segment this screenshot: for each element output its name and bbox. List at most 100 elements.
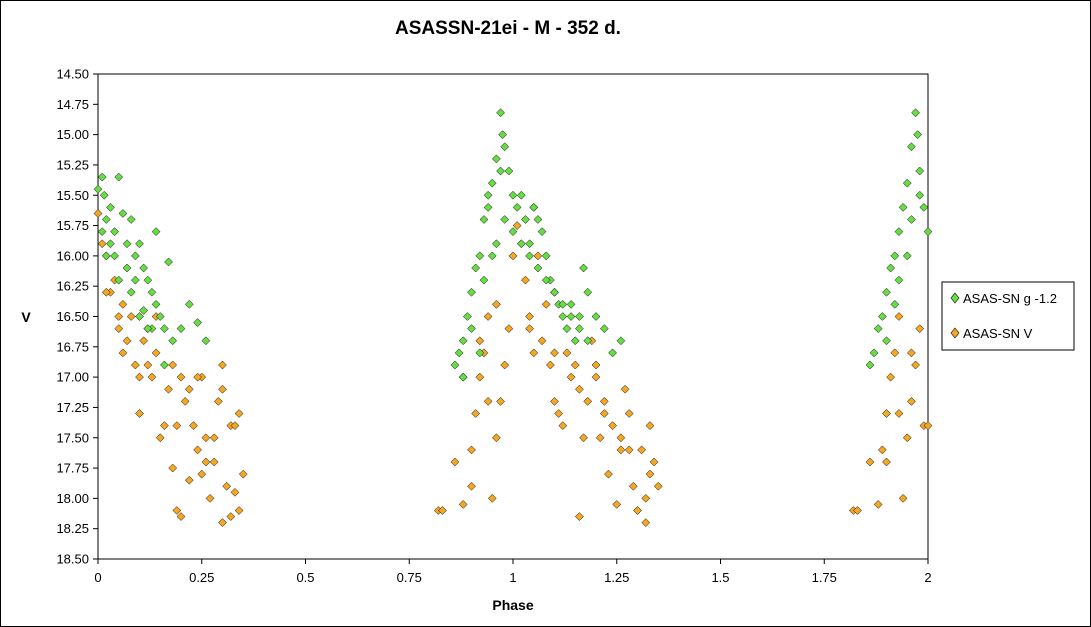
point-asassn-v bbox=[118, 348, 128, 358]
point-asassn-v bbox=[907, 397, 916, 406]
x-tick-label: 0 bbox=[94, 570, 101, 585]
point-asassn-g bbox=[492, 154, 501, 164]
point-asassn-v bbox=[907, 348, 916, 358]
point-asassn-v bbox=[911, 360, 920, 370]
point-asassn-v bbox=[139, 336, 149, 346]
point-asassn-g bbox=[886, 263, 896, 273]
point-asassn-g bbox=[114, 275, 124, 285]
point-asassn-g bbox=[101, 251, 111, 261]
point-asassn-v bbox=[201, 433, 211, 443]
point-asassn-v bbox=[189, 421, 198, 430]
point-asassn-g bbox=[496, 108, 505, 118]
x-tick-label: 0.5 bbox=[296, 570, 314, 585]
point-asassn-v bbox=[550, 348, 559, 358]
y-tick-label: 17.75 bbox=[56, 461, 89, 476]
point-asassn-v bbox=[508, 251, 518, 261]
point-asassn-v bbox=[882, 457, 891, 467]
point-asassn-g bbox=[558, 312, 568, 321]
chart-title: ASASSN-21ei - M - 352 d. bbox=[395, 18, 621, 39]
point-asassn-v bbox=[222, 481, 232, 491]
point-asassn-g bbox=[93, 184, 103, 194]
point-asassn-g bbox=[558, 300, 568, 309]
y-axis-label: V bbox=[21, 309, 31, 325]
point-asassn-v bbox=[135, 409, 144, 418]
point-asassn-v bbox=[624, 409, 634, 418]
point-asassn-v bbox=[537, 336, 547, 346]
y-axis-ticks: 14.50 14.75 15.00 15.25 15.50 15.75 16.00 16.25… bbox=[56, 67, 98, 567]
point-asassn-g bbox=[915, 190, 925, 200]
point-asassn-v bbox=[649, 457, 659, 467]
point-asassn-v bbox=[570, 360, 580, 370]
point-asassn-g bbox=[608, 348, 617, 358]
point-asassn-g bbox=[537, 227, 547, 236]
point-asassn-v bbox=[898, 494, 908, 503]
point-asassn-g bbox=[566, 312, 576, 321]
y-tick-label: 18.00 bbox=[56, 491, 89, 506]
point-asassn-v bbox=[130, 360, 140, 370]
point-asassn-g bbox=[483, 203, 493, 212]
x-tick-label: 0.75 bbox=[397, 570, 422, 585]
point-asassn-v bbox=[467, 481, 476, 491]
point-asassn-v bbox=[97, 239, 107, 249]
point-asassn-v bbox=[118, 300, 128, 309]
point-asassn-g bbox=[151, 227, 161, 236]
point-asassn-v bbox=[205, 494, 215, 503]
point-asassn-g bbox=[487, 178, 497, 188]
x-tick-label: 2 bbox=[924, 570, 931, 585]
point-asassn-g bbox=[865, 360, 875, 370]
point-asassn-g bbox=[155, 312, 165, 321]
point-asassn-v bbox=[591, 360, 601, 370]
point-asassn-g bbox=[193, 318, 202, 327]
point-asassn-g bbox=[508, 190, 518, 200]
point-asassn-g bbox=[487, 251, 497, 261]
point-asassn-v bbox=[653, 481, 663, 491]
point-asassn-g bbox=[500, 215, 510, 224]
point-asassn-g bbox=[479, 215, 489, 224]
point-asassn-v bbox=[525, 312, 534, 321]
point-asassn-v bbox=[923, 421, 933, 430]
point-asassn-v bbox=[201, 457, 211, 467]
point-asassn-v bbox=[218, 360, 227, 370]
point-asassn-v bbox=[616, 445, 626, 455]
point-asassn-v bbox=[591, 372, 601, 382]
point-asassn-g bbox=[898, 203, 908, 212]
point-asassn-g bbox=[483, 190, 493, 200]
point-asassn-g bbox=[562, 324, 572, 333]
point-asassn-v bbox=[197, 469, 207, 479]
point-asassn-v bbox=[184, 475, 194, 485]
point-asassn-v bbox=[230, 421, 240, 430]
point-asassn-v bbox=[93, 209, 103, 218]
point-asassn-v bbox=[882, 409, 891, 418]
point-asassn-v bbox=[604, 469, 613, 479]
point-asassn-v bbox=[599, 397, 609, 406]
point-asassn-v bbox=[595, 433, 605, 443]
point-asassn-v bbox=[226, 512, 236, 521]
point-asassn-v bbox=[234, 506, 244, 515]
point-asassn-g bbox=[135, 312, 144, 321]
point-asassn-g bbox=[575, 312, 584, 321]
y-tick-label: 16.75 bbox=[56, 339, 89, 354]
point-asassn-g bbox=[541, 275, 551, 285]
point-asassn-v bbox=[902, 433, 912, 443]
point-asassn-v bbox=[877, 445, 887, 455]
point-asassn-g bbox=[471, 263, 481, 273]
point-asassn-v bbox=[645, 421, 655, 430]
point-asassn-v bbox=[624, 445, 634, 455]
point-asassn-v bbox=[160, 421, 169, 430]
point-asassn-v bbox=[554, 409, 564, 418]
point-asassn-v bbox=[172, 506, 182, 515]
point-asassn-g bbox=[458, 372, 468, 382]
point-asassn-g bbox=[599, 324, 609, 333]
point-asassn-g bbox=[873, 324, 883, 333]
point-asassn-g bbox=[184, 300, 194, 309]
x-axis-label: Phase bbox=[492, 597, 533, 613]
point-asassn-g bbox=[122, 263, 132, 273]
point-asassn-g bbox=[907, 142, 916, 152]
y-tick-label: 18.50 bbox=[56, 552, 89, 567]
point-asassn-g bbox=[583, 287, 593, 297]
point-asassn-v bbox=[873, 500, 883, 509]
point-asassn-v bbox=[147, 372, 157, 382]
point-asassn-g bbox=[913, 130, 922, 139]
point-asassn-g bbox=[106, 203, 115, 212]
point-asassn-g bbox=[475, 348, 485, 358]
